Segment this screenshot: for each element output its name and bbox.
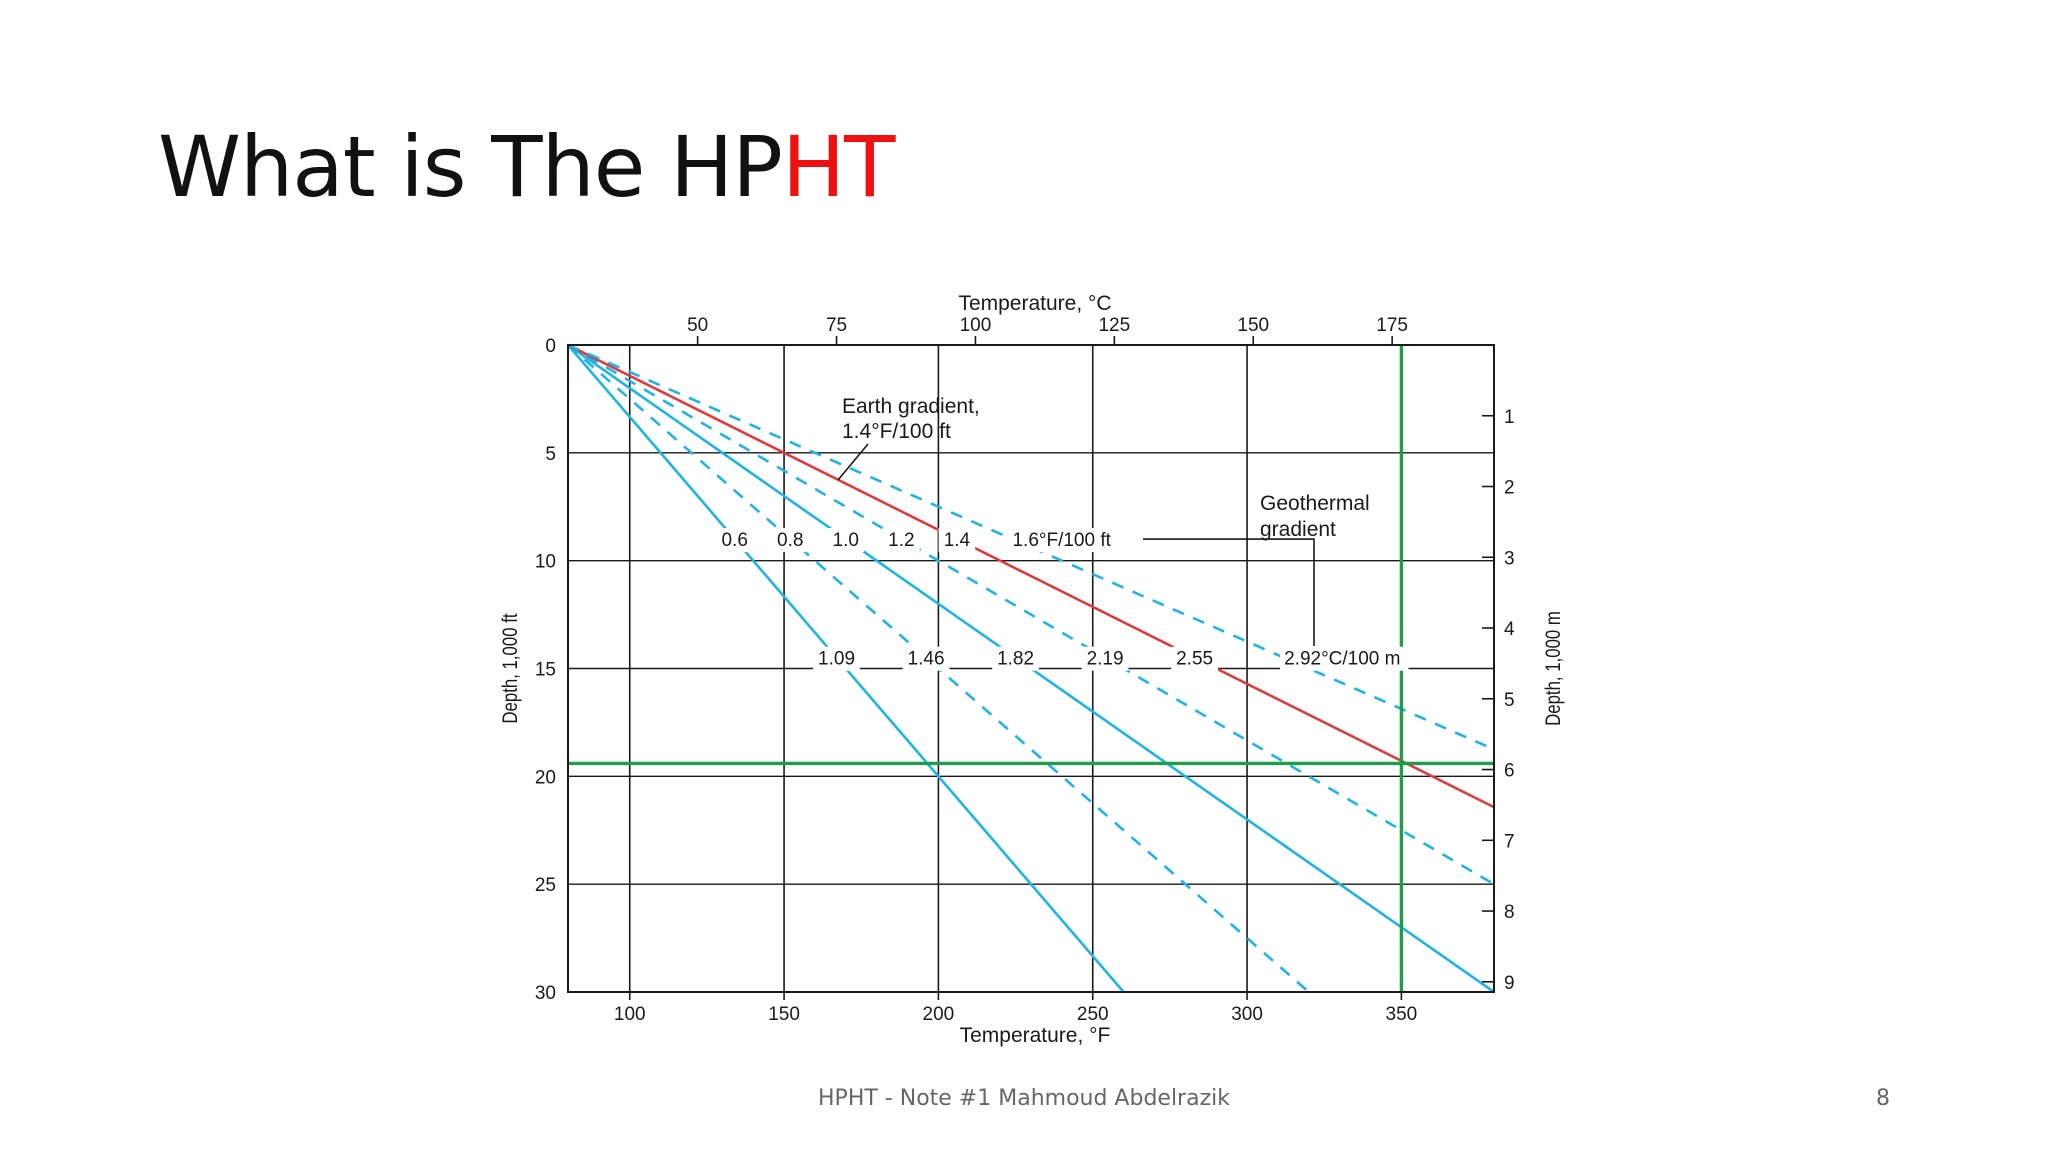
y-tick-label-left: 0 xyxy=(545,336,556,357)
y-tick-label-left: 5 xyxy=(545,444,556,465)
gradient-label-f: 1.2 xyxy=(888,530,914,551)
page-number: 8 xyxy=(1876,1086,1890,1111)
y-axis-title-right: Depth, 1,000 m xyxy=(1542,611,1565,726)
gradient-label-c: 2.92°C/100 m xyxy=(1284,649,1400,670)
y-axis-title-left: Depth, 1,000 ft xyxy=(499,613,522,724)
y-tick-label-right: 1 xyxy=(1504,407,1515,428)
geothermal-annotation: gradient xyxy=(1260,518,1336,541)
earth-gradient-annotation: Earth gradient, xyxy=(842,395,980,418)
gradient-label-c-bg xyxy=(1081,646,1129,671)
geothermal-leader xyxy=(1143,538,1315,640)
gradient-label-f-bg xyxy=(1008,528,1137,553)
x-tick-label-top: 50 xyxy=(687,315,708,336)
gradient-label-f-bg xyxy=(827,528,865,553)
x-tick-label-bottom: 150 xyxy=(768,1004,800,1025)
gradient-label-c-bg xyxy=(1280,646,1409,671)
slide-title: What is The HPHT xyxy=(158,118,895,216)
x-tick-label-top: 150 xyxy=(1237,315,1269,336)
gradient-label-c: 1.46 xyxy=(908,649,945,670)
y-tick-label-left: 15 xyxy=(535,660,556,681)
slide-title-prefix: What is The HP xyxy=(158,118,783,216)
gradient-label-f-bg xyxy=(938,528,976,553)
footer-text: HPHT - Note #1 Mahmoud Abdelrazik xyxy=(818,1086,1230,1111)
geothermal-annotation: Geothermal xyxy=(1260,492,1370,515)
y-tick-label-right: 9 xyxy=(1504,973,1515,994)
y-tick-label-right: 5 xyxy=(1504,690,1515,711)
gradient-line-dashed xyxy=(568,345,1494,751)
gradient-label-f: 1.6°F/100 ft xyxy=(1012,530,1111,551)
x-tick-label-top: 75 xyxy=(826,315,847,336)
y-tick-label-right: 2 xyxy=(1504,478,1515,499)
y-tick-label-left: 10 xyxy=(535,552,556,573)
x-tick-label-bottom: 300 xyxy=(1231,1004,1263,1025)
gradient-label-f: 1.4 xyxy=(944,530,971,551)
gradient-label-f-bg xyxy=(883,528,920,553)
gradient-label-c-bg xyxy=(813,646,860,671)
x-tick-label-bottom: 200 xyxy=(923,1004,955,1025)
gradient-label-c-bg xyxy=(1171,646,1218,671)
x-axis-title-bottom: Temperature, °F xyxy=(960,1024,1111,1047)
gradient-label-f-bg xyxy=(771,528,809,553)
x-tick-label-bottom: 350 xyxy=(1386,1004,1418,1025)
x-tick-label-bottom: 250 xyxy=(1077,1004,1109,1025)
gradient-label-f: 1.0 xyxy=(833,530,859,551)
x-axis-title-top: Temperature, °C xyxy=(958,292,1111,315)
gradient-label-f-bg xyxy=(716,528,753,553)
y-tick-label-right: 3 xyxy=(1504,548,1515,569)
x-tick-label-top: 125 xyxy=(1098,315,1130,336)
x-tick-label-bottom: 100 xyxy=(614,1004,646,1025)
y-tick-label-right: 7 xyxy=(1504,831,1515,852)
y-tick-label-left: 25 xyxy=(535,875,556,896)
gradient-label-c-bg xyxy=(902,646,950,671)
slide-title-accent: HT xyxy=(781,118,895,216)
gradient-label-c: 1.82 xyxy=(997,649,1034,670)
y-tick-label-left: 20 xyxy=(535,767,556,788)
plot-frame xyxy=(567,344,1495,993)
gradient-label-c-bg xyxy=(992,646,1039,671)
y-tick-label-left: 30 xyxy=(535,983,556,1004)
x-tick-label-top: 100 xyxy=(960,315,992,336)
y-tick-label-right: 8 xyxy=(1504,902,1515,923)
gradient-label-c: 1.09 xyxy=(818,649,855,670)
gradient-label-c: 2.19 xyxy=(1087,649,1124,670)
x-tick-label-top: 175 xyxy=(1376,315,1408,336)
earth-gradient-leader xyxy=(837,443,869,481)
gradient-label-f: 0.6 xyxy=(721,530,747,551)
earth-gradient-annotation: 1.4°F/100 ft xyxy=(842,420,951,443)
y-tick-label-right: 4 xyxy=(1504,619,1515,640)
gradient-label-f: 0.8 xyxy=(777,530,803,551)
gradient-label-c: 2.55 xyxy=(1176,649,1213,670)
y-tick-label-right: 6 xyxy=(1504,761,1515,782)
